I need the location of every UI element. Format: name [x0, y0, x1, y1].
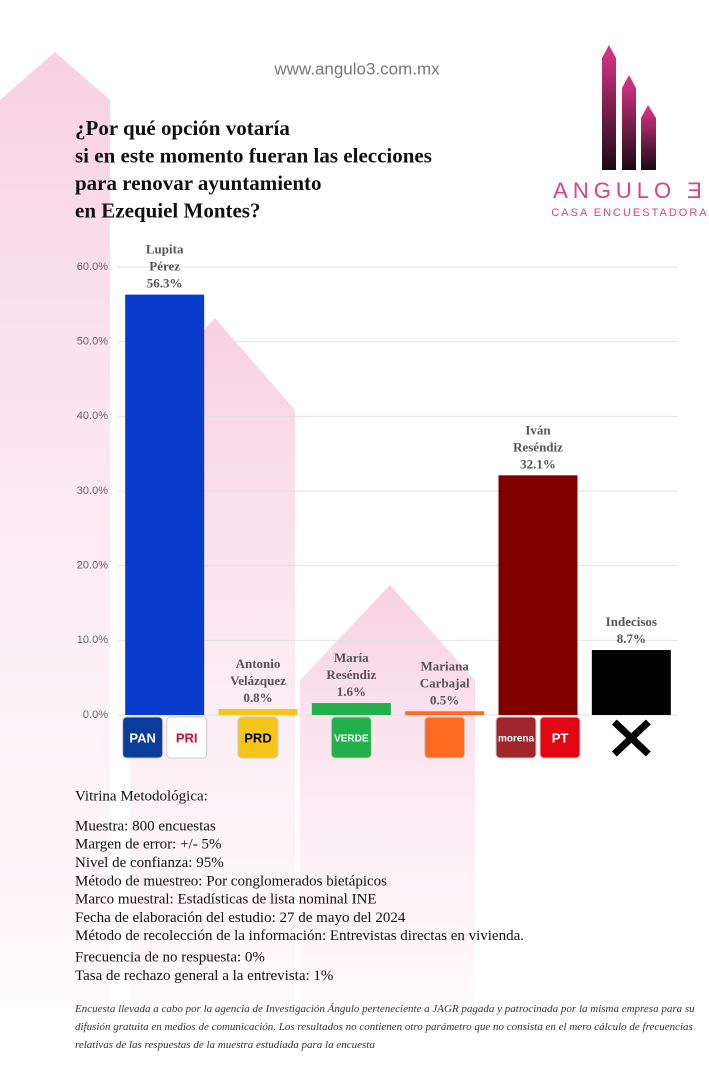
- party-logo-label: morena: [498, 734, 535, 745]
- y-tick-label: 20.0%: [77, 560, 108, 572]
- category-label: Lupita Pérez: [146, 242, 184, 274]
- value-label: 8.7%: [617, 631, 646, 646]
- category-label: Antonio Velázquez: [230, 656, 286, 688]
- y-tick-label: 10.0%: [77, 634, 108, 646]
- party-logo: [122, 716, 164, 759]
- chart-title: en Ezequiel Montes?: [75, 198, 260, 222]
- party-logo: [330, 716, 372, 759]
- value-label: 1.6%: [337, 684, 366, 699]
- methodology-heading: Vitrina Metodológica:: [75, 788, 208, 804]
- category-label: Indecisos: [606, 614, 657, 629]
- y-tick-label: 60.0%: [77, 261, 108, 273]
- methodology-item: Muestra: 800 encuestas: [75, 818, 216, 834]
- value-label: 56.3%: [147, 276, 183, 291]
- bar: [591, 650, 671, 715]
- brand: ANGULO Ǝ: [553, 178, 707, 203]
- methodology-item: Frecuencia de no respuesta: 0%: [75, 950, 265, 966]
- value-label: 0.8%: [243, 690, 272, 705]
- chart-title: ¿Por qué opción votaría: [75, 116, 290, 140]
- footer: Encuesta llevada a cabo por la agencia d…: [75, 1003, 695, 1051]
- y-tick-label: 30.0%: [77, 485, 108, 497]
- site: www.angulo3.com.mx: [273, 59, 440, 78]
- party-logo: [539, 716, 581, 759]
- bar: [405, 711, 485, 715]
- methodology-item: Método de muestreo: Por conglomerados bi…: [75, 873, 387, 889]
- party-logo: [237, 716, 279, 759]
- party-logo-label: PRD: [244, 730, 271, 745]
- methodology-item: Método de recolección de la información:…: [75, 928, 524, 944]
- category-label: Iván Reséndiz: [513, 422, 563, 454]
- brand-subtitle: CASA ENCUESTADORA: [551, 207, 708, 219]
- value-label: 32.1%: [520, 456, 556, 471]
- party-logo-label: PAN: [129, 730, 155, 745]
- bar: [311, 703, 391, 715]
- bar: [125, 294, 205, 715]
- chart-title: si en este momento fueran las elecciones: [75, 143, 432, 167]
- party-logo-label: PT: [552, 730, 569, 745]
- bar: [218, 709, 298, 715]
- party-logo-label: VERDE: [334, 734, 369, 745]
- y-tick-label: 40.0%: [77, 410, 108, 422]
- methodology-item: Nivel de confianza: 95%: [75, 855, 224, 871]
- party-logo: [495, 716, 537, 759]
- party-logo: [424, 716, 466, 759]
- brand-logo: ANGULO Ǝ CASA ENCUESTADORA: [551, 45, 708, 219]
- bar: [498, 475, 578, 715]
- methodology-item: Margen de error: +/- 5%: [75, 837, 221, 853]
- methodology-item: Tasa de rechazo general a la entrevista:…: [75, 968, 333, 984]
- category-label: Mariana Carbajal: [420, 658, 470, 690]
- party-logo-label: PRI: [176, 730, 198, 745]
- y-tick-label: 0.0%: [83, 709, 108, 721]
- chart-title: para renovar ayuntamiento: [75, 171, 322, 195]
- y-tick-label: 50.0%: [77, 336, 108, 348]
- value-label: 0.5%: [430, 692, 459, 707]
- methodology-item: Fecha de elaboración del estudio: 27 de …: [75, 910, 406, 926]
- party-logo: [166, 716, 208, 759]
- methodology-item: Marco muestral: Estadísticas de lista no…: [75, 892, 377, 908]
- undecided-icon: [611, 719, 651, 757]
- category-label: María Reséndiz: [326, 650, 376, 682]
